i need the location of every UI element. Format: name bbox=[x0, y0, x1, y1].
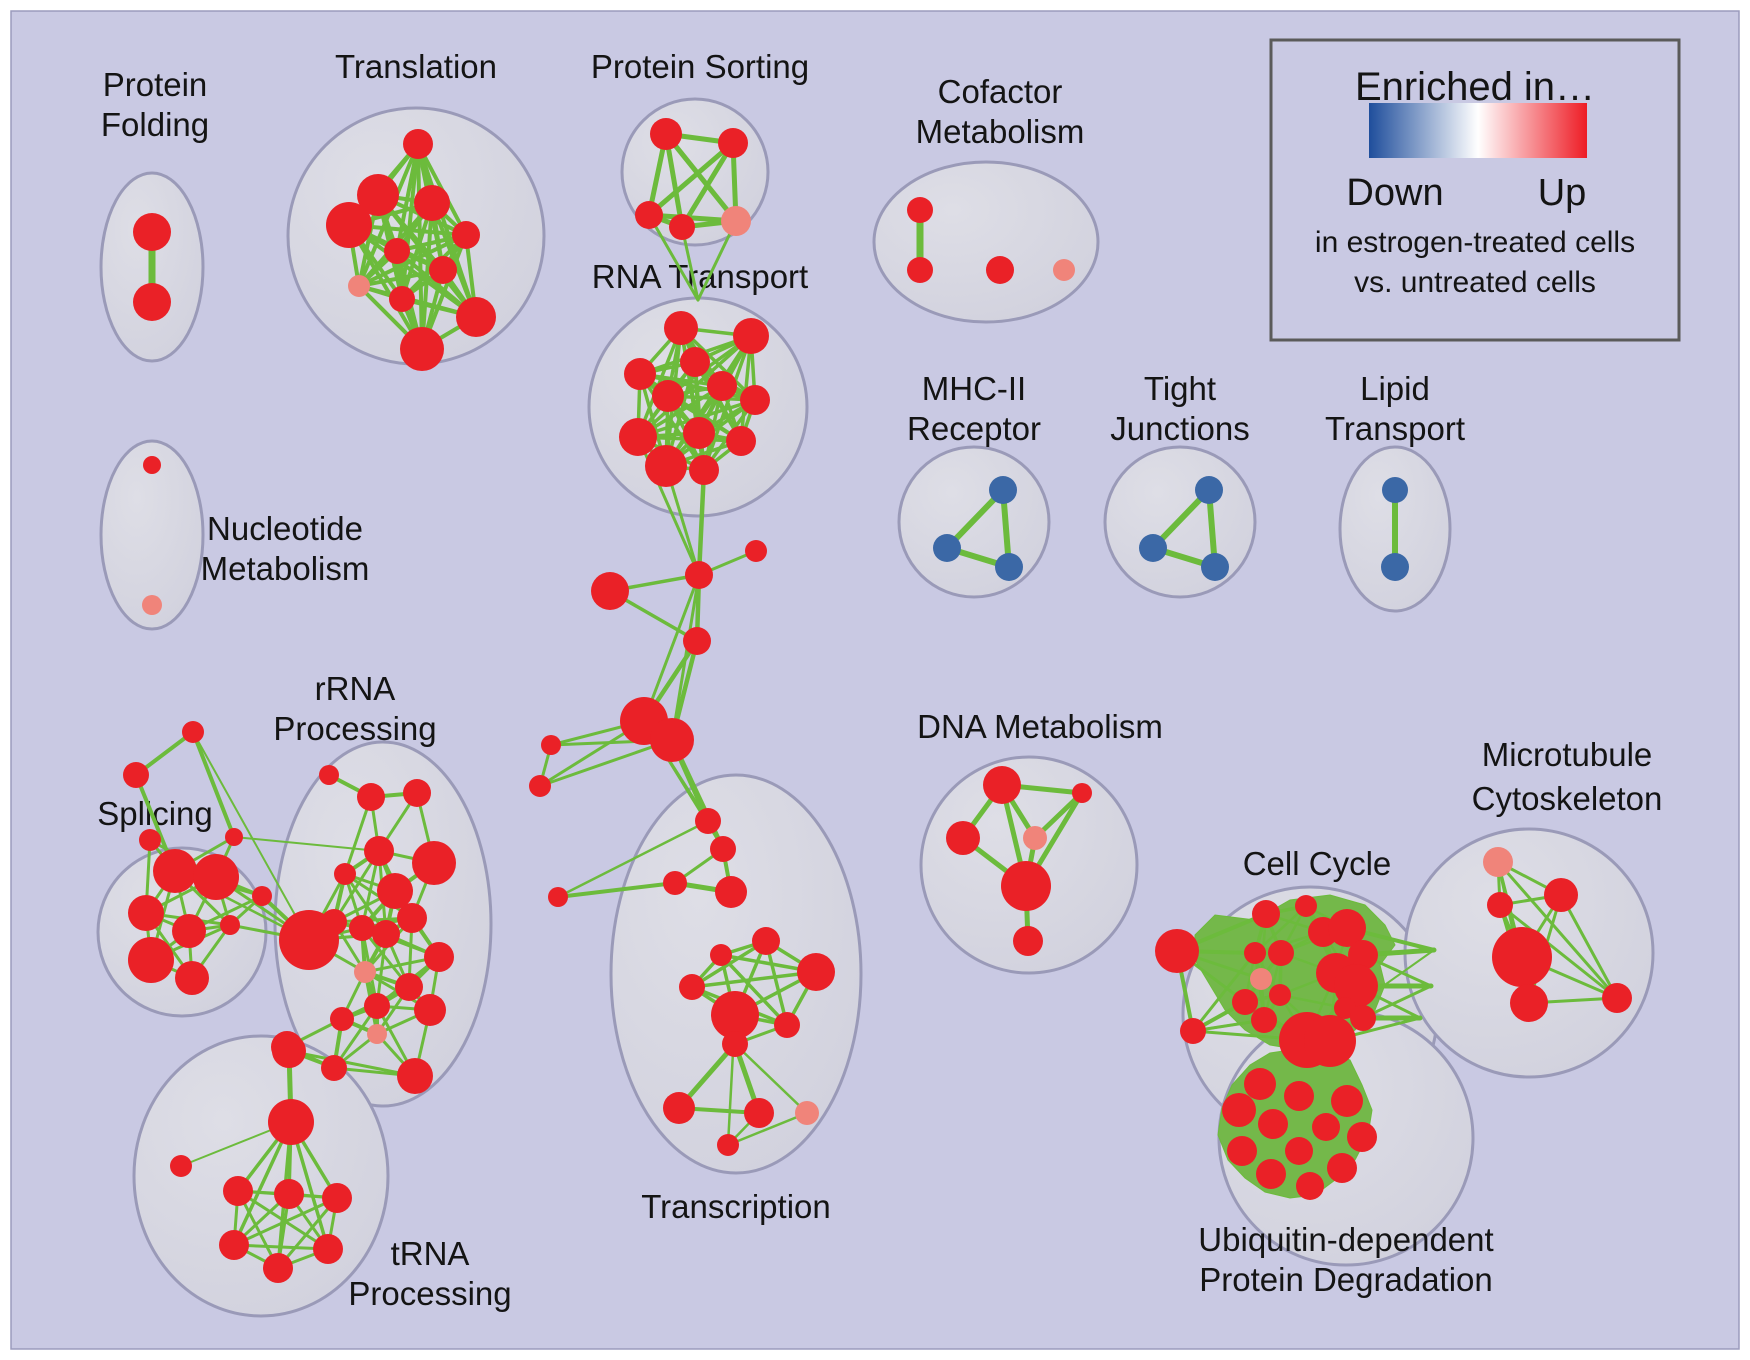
svg-text:Protein Degradation: Protein Degradation bbox=[1199, 1261, 1493, 1298]
svg-text:rRNA: rRNA bbox=[315, 670, 396, 707]
svg-text:Ubiquitin-dependent: Ubiquitin-dependent bbox=[1198, 1221, 1493, 1258]
svg-text:Transport: Transport bbox=[1325, 410, 1465, 447]
svg-text:Protein: Protein bbox=[103, 66, 208, 103]
svg-text:Cytoskeleton: Cytoskeleton bbox=[1472, 780, 1663, 817]
svg-text:Cofactor: Cofactor bbox=[938, 73, 1063, 110]
svg-text:Microtubule: Microtubule bbox=[1482, 736, 1653, 773]
svg-text:MHC-II: MHC-II bbox=[922, 370, 1026, 407]
svg-text:vs. untreated cells: vs. untreated cells bbox=[1354, 266, 1596, 299]
svg-text:Translation: Translation bbox=[335, 48, 497, 85]
svg-text:Cell Cycle: Cell Cycle bbox=[1243, 845, 1392, 882]
svg-text:tRNA: tRNA bbox=[391, 1235, 470, 1272]
svg-text:Up: Up bbox=[1538, 172, 1587, 214]
svg-text:Receptor: Receptor bbox=[907, 410, 1041, 447]
svg-text:Lipid: Lipid bbox=[1360, 370, 1430, 407]
svg-text:Metabolism: Metabolism bbox=[201, 550, 370, 587]
svg-text:Junctions: Junctions bbox=[1110, 410, 1249, 447]
svg-text:RNA Transport: RNA Transport bbox=[592, 258, 808, 295]
svg-text:Folding: Folding bbox=[101, 106, 209, 143]
svg-text:Transcription: Transcription bbox=[641, 1188, 831, 1225]
svg-text:Enriched in…: Enriched in… bbox=[1355, 65, 1595, 109]
svg-text:Metabolism: Metabolism bbox=[916, 113, 1085, 150]
svg-text:DNA Metabolism: DNA Metabolism bbox=[917, 708, 1163, 745]
svg-text:in estrogen-treated cells: in estrogen-treated cells bbox=[1315, 226, 1635, 259]
svg-text:Tight: Tight bbox=[1144, 370, 1216, 407]
svg-text:Nucleotide: Nucleotide bbox=[207, 510, 363, 547]
svg-text:Protein Sorting: Protein Sorting bbox=[591, 48, 809, 85]
svg-text:Processing: Processing bbox=[348, 1275, 511, 1312]
svg-text:Down: Down bbox=[1346, 172, 1443, 214]
svg-text:Processing: Processing bbox=[273, 710, 436, 747]
